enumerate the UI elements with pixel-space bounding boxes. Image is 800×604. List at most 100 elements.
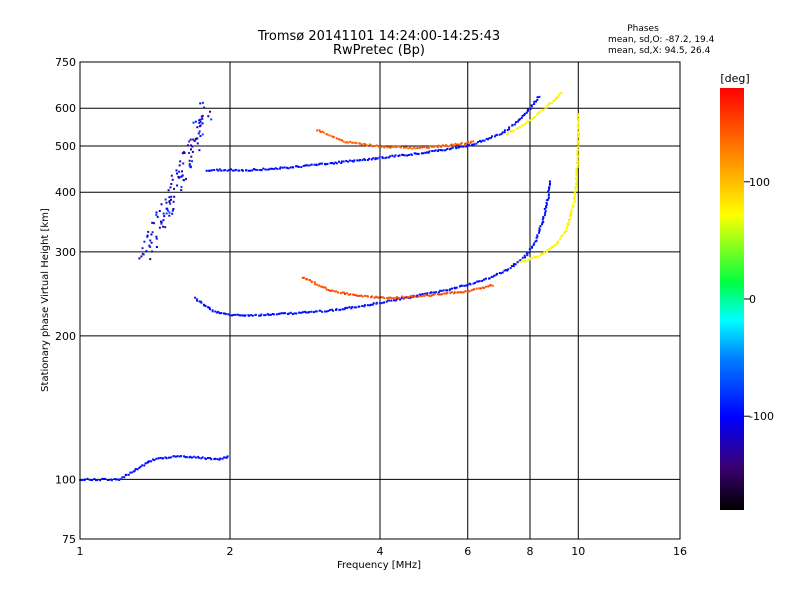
echo-point — [554, 243, 556, 246]
echo-point — [363, 305, 366, 308]
echo-point — [524, 123, 527, 126]
echo-point — [316, 129, 319, 132]
echo-point — [337, 138, 340, 141]
echo-point — [355, 142, 358, 145]
echo-point — [185, 456, 188, 459]
echo-point — [181, 170, 183, 173]
echo-point — [531, 245, 534, 248]
echo-point — [485, 285, 488, 288]
echo-point — [319, 309, 322, 312]
echo-point — [168, 196, 171, 199]
echo-point — [232, 314, 235, 316]
echo-point — [536, 234, 539, 237]
echo-point — [506, 129, 509, 132]
echo-point — [372, 302, 375, 305]
echo-point — [81, 479, 83, 482]
echo-point — [310, 310, 313, 313]
echo-point — [179, 160, 182, 163]
echo-point — [496, 133, 499, 136]
echo-point — [503, 129, 506, 132]
echo-point — [171, 178, 174, 181]
echo-point — [420, 295, 423, 298]
echo-point — [258, 314, 260, 317]
echo-point — [180, 189, 183, 192]
echo-point — [521, 259, 523, 262]
trace — [138, 101, 213, 261]
echo-point — [93, 478, 96, 480]
echo-point — [523, 260, 525, 263]
echo-point — [472, 140, 475, 143]
echo-point — [149, 239, 152, 242]
echo-point — [400, 295, 403, 298]
echo-point — [296, 165, 299, 168]
echo-point — [470, 289, 473, 292]
echo-point — [577, 163, 580, 166]
echo-point — [178, 170, 181, 173]
echo-point — [451, 146, 454, 149]
echo-point — [281, 166, 284, 169]
echo-point — [407, 147, 410, 150]
echo-point — [370, 158, 373, 161]
echo-point — [325, 133, 328, 135]
echo-point — [164, 226, 167, 229]
echo-point — [576, 156, 579, 159]
echo-point — [329, 309, 331, 311]
echo-point — [421, 293, 424, 295]
echo-point — [198, 121, 201, 124]
echo-point — [431, 145, 434, 148]
echo-point — [104, 477, 107, 480]
echo-point — [325, 288, 328, 291]
echo-point — [535, 239, 538, 242]
echo-point — [559, 92, 562, 95]
echo-point — [547, 190, 550, 193]
echo-point — [422, 294, 425, 297]
echo-point — [323, 131, 325, 134]
echo-point — [236, 313, 239, 316]
echo-point — [457, 146, 460, 149]
echo-point — [389, 155, 392, 158]
echo-point — [133, 469, 136, 472]
echo-point — [527, 120, 530, 123]
trace — [194, 180, 551, 317]
echo-point — [101, 477, 104, 480]
echo-point — [241, 169, 244, 172]
echo-point — [173, 195, 176, 198]
x-tick-label: 4 — [377, 545, 384, 558]
echo-point — [433, 145, 436, 148]
echo-point — [446, 147, 449, 150]
echo-point — [423, 146, 426, 149]
echo-point — [406, 154, 409, 157]
echo-point — [268, 168, 271, 171]
echo-point — [385, 156, 388, 159]
echo-point — [383, 146, 386, 149]
echo-point — [518, 118, 521, 121]
echo-point — [577, 130, 579, 133]
echo-point — [410, 295, 413, 298]
echo-point — [125, 473, 128, 476]
echo-point — [127, 473, 130, 476]
echo-point — [409, 146, 412, 149]
echo-point — [200, 301, 203, 304]
echo-point — [172, 208, 175, 210]
echo-point — [198, 119, 201, 122]
echo-point — [465, 284, 468, 287]
echo-point — [139, 465, 142, 468]
echo-point — [512, 130, 515, 133]
echo-point — [155, 211, 158, 214]
echo-point — [358, 142, 361, 145]
echo-point — [273, 167, 276, 170]
echo-point — [430, 291, 433, 294]
echo-point — [575, 186, 578, 188]
echo-point — [477, 280, 479, 283]
echo-point — [361, 159, 364, 162]
echo-point — [167, 456, 170, 459]
echo-point — [511, 130, 514, 133]
echo-point — [129, 471, 132, 474]
echo-point — [414, 295, 417, 298]
echo-point — [201, 122, 204, 125]
echo-point — [523, 114, 526, 117]
echo-point — [170, 183, 173, 185]
echo-point — [351, 160, 354, 162]
echo-point — [407, 154, 410, 156]
echo-point — [216, 311, 219, 314]
